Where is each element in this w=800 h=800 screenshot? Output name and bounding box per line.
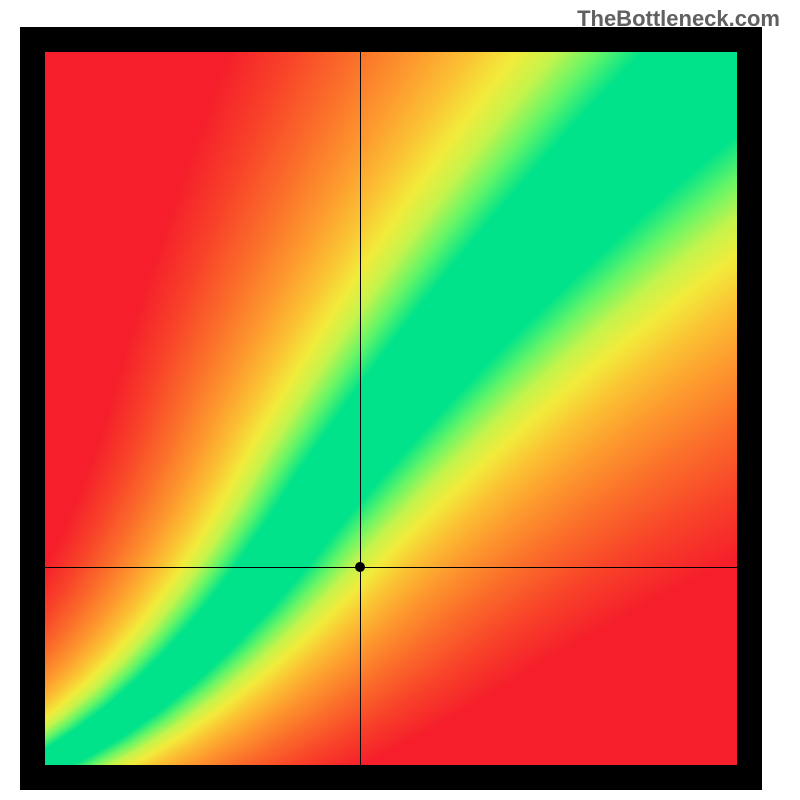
- crosshair-vertical: [360, 52, 361, 765]
- plot-border-left: [20, 27, 45, 790]
- crosshair-horizontal: [45, 567, 737, 568]
- data-point-marker: [355, 562, 365, 572]
- watermark-text: TheBottleneck.com: [577, 6, 780, 32]
- heatmap-canvas: [45, 52, 737, 765]
- plot-border-bottom: [20, 765, 762, 790]
- plot-border-right: [737, 27, 762, 790]
